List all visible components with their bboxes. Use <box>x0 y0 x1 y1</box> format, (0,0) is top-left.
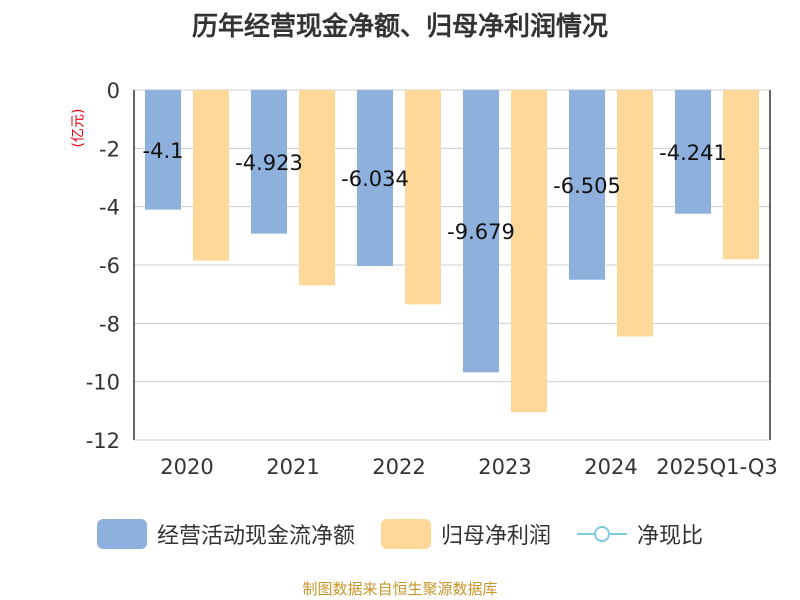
bar-cashflow <box>463 90 499 373</box>
chart-title: 历年经营现金净额、归母净利润情况 <box>191 12 608 42</box>
bar-cashflow <box>251 90 287 234</box>
data-label-cashflow: -6.034 <box>341 167 409 191</box>
legend-item-net-profit[interactable]: 归母净利润 <box>380 518 551 550</box>
y-tick-label: -8 <box>99 312 120 336</box>
x-tick-label: 2020 <box>160 455 213 479</box>
y-tick-label: -12 <box>86 429 120 453</box>
y-tick-label: 0 <box>107 79 120 103</box>
x-tick-label: 2025Q1-Q3 <box>656 455 778 479</box>
legend-swatch-ratio <box>577 526 627 542</box>
bar-net-profit <box>511 90 547 413</box>
legend-item-cashflow[interactable]: 经营活动现金流净额 <box>96 518 355 550</box>
legend-label-net-profit: 归母净利润 <box>440 524 551 549</box>
y-tick-label: -4 <box>99 196 120 220</box>
bar-net-profit <box>723 90 759 260</box>
legend: 经营活动现金流净额 归母净利润 净现比 <box>0 518 800 550</box>
data-label-cashflow: -9.679 <box>447 220 515 244</box>
data-label-cashflow: -4.241 <box>659 141 727 165</box>
y-tick-label: -6 <box>99 254 120 278</box>
x-tick-label: 2023 <box>478 455 531 479</box>
legend-item-ratio[interactable]: 净现比 <box>577 518 703 550</box>
data-label-cashflow: -4.1 <box>143 139 184 163</box>
x-tick-label: 2022 <box>372 455 425 479</box>
bar-cashflow <box>569 90 605 280</box>
data-label-cashflow: -6.505 <box>553 174 621 198</box>
legend-swatch-net-profit <box>380 519 431 549</box>
y-tick-label: -10 <box>86 371 120 395</box>
source-note: 制图数据来自恒生聚源数据库 <box>302 580 498 598</box>
x-tick-label: 2021 <box>266 455 319 479</box>
bar-cashflow <box>357 90 393 266</box>
bar-cashflow <box>145 90 181 210</box>
bar-net-profit <box>405 90 441 305</box>
bar-net-profit <box>193 90 229 261</box>
bar-cashflow <box>675 90 711 214</box>
y-tick-label: -2 <box>99 137 120 161</box>
data-label-cashflow: -4.923 <box>235 151 303 175</box>
x-tick-label: 2024 <box>584 455 637 479</box>
legend-swatch-cashflow <box>96 519 147 549</box>
legend-label-ratio: 净现比 <box>637 524 704 549</box>
legend-label-cashflow: 经营活动现金流净额 <box>156 524 355 549</box>
bar-net-profit <box>299 90 335 286</box>
bar-net-profit <box>617 90 653 337</box>
